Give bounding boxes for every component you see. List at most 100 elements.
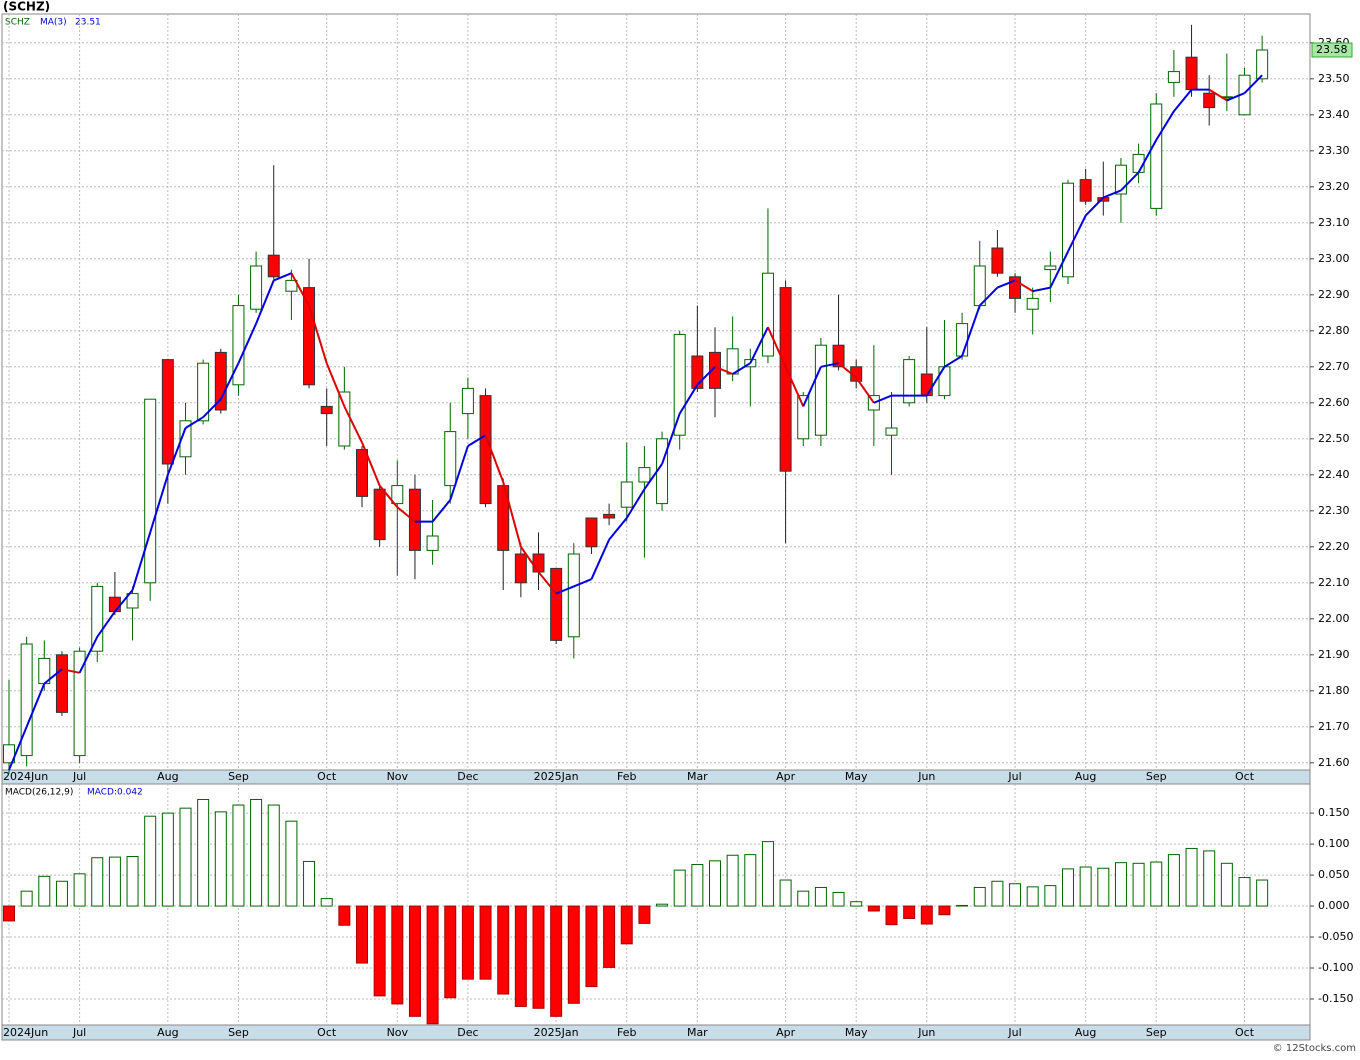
ma-segment	[184, 416, 204, 429]
candle-body	[461, 387, 474, 415]
ma-segment	[590, 539, 611, 580]
x-tick-label: Dec	[457, 1026, 478, 1039]
macd-bar	[1062, 868, 1074, 907]
ma-segment	[1032, 286, 1051, 293]
ma-segment	[325, 362, 346, 407]
ma-segment	[1084, 196, 1105, 217]
ma-segment	[573, 578, 592, 588]
ma-segment	[555, 585, 575, 595]
x-tick-label: 2024Jun	[3, 770, 48, 783]
macd-bar	[1238, 877, 1251, 907]
candle-body	[797, 395, 810, 440]
candle-body	[267, 254, 280, 278]
y-tick-label: 23.30	[1318, 144, 1350, 157]
macd-bar	[620, 905, 633, 945]
y-tick-label: 22.10	[1318, 576, 1350, 589]
candle-body	[532, 553, 545, 573]
y-tick-label: 22.20	[1318, 540, 1350, 553]
candle-body	[303, 287, 316, 386]
macd-bar	[585, 905, 598, 988]
x-tick-label: Mar	[687, 770, 708, 783]
ma-segment	[61, 668, 80, 674]
macd-bar	[867, 905, 880, 912]
y-tick-label: 22.30	[1318, 504, 1350, 517]
candle-body	[567, 553, 580, 638]
macd-bar	[744, 854, 757, 907]
candle-body	[585, 517, 598, 548]
candle-body	[232, 305, 245, 386]
y-tick-label: 22.50	[1318, 432, 1350, 445]
y-tick-label: 23.50	[1318, 72, 1350, 85]
macd-bar	[108, 856, 121, 907]
x-tick-label: 2025Jan	[534, 1026, 579, 1039]
y-tick-label: -0.050	[1318, 930, 1353, 943]
macd-bar	[603, 905, 616, 968]
candle-body	[1256, 49, 1269, 80]
macd-bar	[356, 905, 368, 964]
ma-segment	[219, 362, 240, 400]
macd-bar	[73, 873, 86, 907]
ma-segment	[149, 474, 169, 533]
macd-bar	[461, 905, 474, 980]
x-tick-label: Dec	[457, 770, 478, 783]
candle-body	[638, 467, 651, 483]
ma-segment	[502, 481, 522, 548]
ma-segment	[802, 366, 822, 407]
macd-bar	[1026, 886, 1039, 907]
candle-body	[832, 344, 845, 368]
candle-body	[956, 323, 969, 357]
macd-bar	[91, 857, 104, 907]
macd-bar	[3, 905, 15, 922]
ma-segment	[378, 484, 399, 508]
macd-bar	[850, 901, 863, 907]
ma-segment	[837, 362, 857, 379]
ma-segment	[484, 434, 505, 483]
macd-bar	[214, 811, 227, 907]
x-tick-label: Jul	[72, 1026, 86, 1039]
ma-segment	[237, 323, 258, 364]
ma-segment	[131, 532, 152, 591]
macd-bar	[797, 890, 810, 907]
candle-body	[108, 596, 121, 613]
ma-segment	[1067, 215, 1087, 253]
x-tick-label: Aug	[157, 1026, 178, 1039]
candle-body	[144, 398, 157, 584]
macd-bar	[1203, 850, 1216, 907]
candle-body	[20, 643, 33, 757]
candle-body	[161, 359, 174, 465]
ma-segment	[467, 434, 487, 447]
candle-body	[1203, 92, 1216, 109]
x-tick-label: Aug	[157, 770, 178, 783]
date-strip	[1, 1024, 1311, 1041]
ma-segment	[308, 305, 328, 364]
candle-body	[514, 553, 527, 584]
candle-body	[1009, 276, 1022, 299]
x-tick-label: Sep	[228, 770, 249, 783]
y-tick-label: 0.100	[1318, 837, 1350, 850]
ma-segment	[361, 442, 381, 486]
macd-bar	[1150, 861, 1163, 907]
y-tick-label: 21.60	[1318, 756, 1350, 769]
macd-bar	[55, 880, 68, 907]
candle-body	[391, 485, 404, 505]
macd-legend: MACD(26,12,9)	[5, 788, 73, 798]
candle-body	[1185, 56, 1198, 91]
macd-bar	[1220, 862, 1233, 907]
macd-bar	[391, 905, 404, 1005]
ma-segment	[1014, 279, 1034, 293]
x-tick-label: Feb	[617, 770, 636, 783]
candle-body	[814, 344, 827, 436]
ma-segment	[767, 326, 787, 368]
macd-bar	[1185, 847, 1198, 907]
ma-segment	[1155, 110, 1175, 141]
x-tick-label: 2024Jun	[3, 1026, 48, 1039]
macd-bar	[303, 860, 316, 907]
chart-title: (SCHZ)	[3, 0, 50, 14]
candle-body	[938, 366, 951, 397]
x-tick-label: Apr	[776, 1026, 796, 1039]
candle-body	[444, 431, 457, 487]
candle-body	[1044, 265, 1057, 271]
macd-bar	[267, 804, 280, 907]
ma-segment	[696, 366, 716, 386]
macd-bar	[885, 905, 898, 926]
